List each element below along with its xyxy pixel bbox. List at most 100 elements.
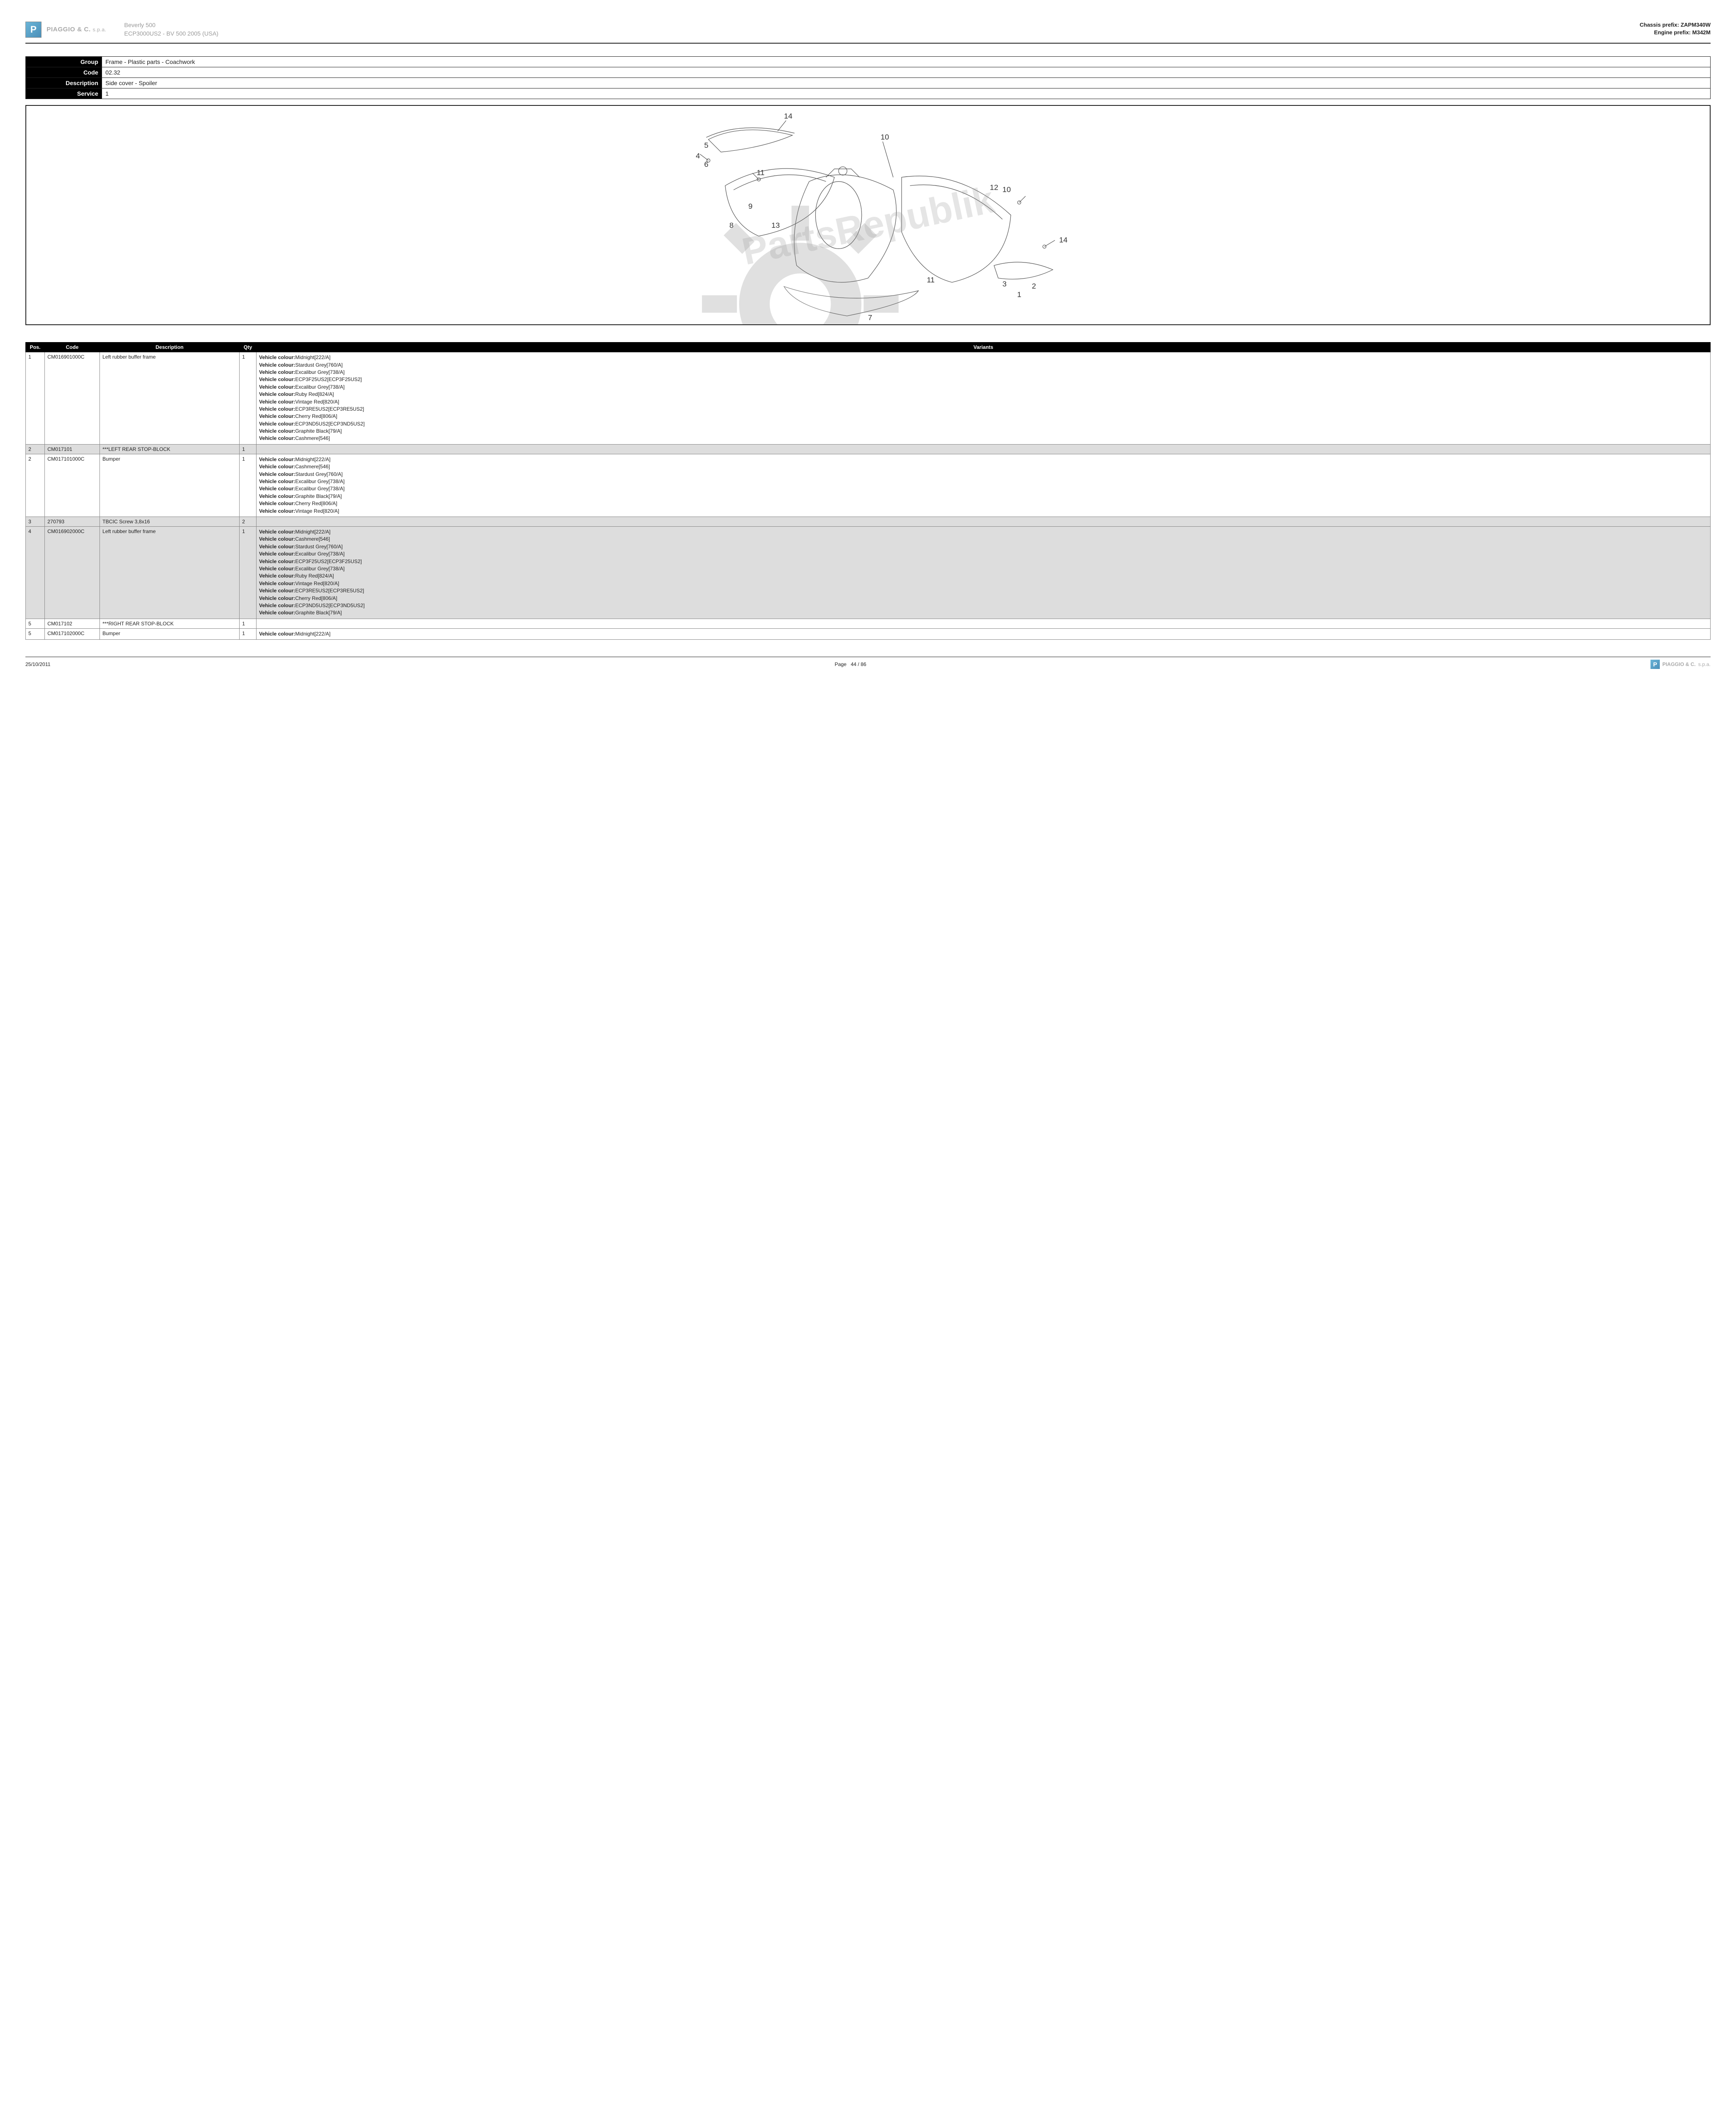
variant-value: ECP3ND5US2[ECP3ND5US2]: [295, 421, 364, 427]
chassis-value: ZAPM340W: [1681, 22, 1711, 28]
brand-text: PIAGGIO & C.: [47, 26, 91, 33]
variant-key: Vehicle colour:: [259, 529, 295, 535]
chassis-label: Chassis prefix:: [1639, 22, 1679, 28]
variant-value: Ruby Red[824/A]: [295, 573, 334, 579]
variant-key: Vehicle colour:: [259, 508, 295, 514]
table-row: 5CM017102***RIGHT REAR STOP-BLOCK1: [26, 619, 1711, 628]
variant-value: Excalibur Grey[738/A]: [295, 384, 345, 390]
table-row: 3270793TBCIC Screw 3,8x162: [26, 517, 1711, 527]
info-value: 1: [102, 88, 1711, 99]
variant-line: Vehicle colour:Excalibur Grey[738/A]: [259, 369, 1708, 376]
cell-variants: [257, 444, 1711, 454]
th-desc: Description: [100, 343, 240, 352]
variant-line: Vehicle colour:Cherry Red[806/A]: [259, 413, 1708, 420]
cell-qty: 1: [240, 628, 257, 639]
info-label: Description: [26, 78, 102, 88]
brand-suffix: s.p.a.: [93, 27, 106, 33]
callout: 10: [880, 133, 889, 141]
variant-key: Vehicle colour:: [259, 406, 295, 412]
variant-key: Vehicle colour:: [259, 384, 295, 390]
cell-desc: ***LEFT REAR STOP-BLOCK: [100, 444, 240, 454]
variant-key: Vehicle colour:: [259, 421, 295, 427]
variant-key: Vehicle colour:: [259, 456, 295, 462]
variant-line: Vehicle colour:Cashmere[546]: [259, 435, 1708, 442]
variant-value: Graphite Black[79/A]: [295, 610, 342, 616]
variant-key: Vehicle colour:: [259, 558, 295, 564]
variant-line: Vehicle colour:Excalibur Grey[738/A]: [259, 485, 1708, 492]
variant-key: Vehicle colour:: [259, 486, 295, 492]
engine-label: Engine prefix:: [1654, 29, 1691, 36]
cell-variants: Vehicle colour:Midnight[222/A]Vehicle co…: [257, 454, 1711, 517]
variant-line: Vehicle colour:Excalibur Grey[738/A]: [259, 550, 1708, 558]
variant-line: Vehicle colour:Excalibur Grey[738/A]: [259, 565, 1708, 572]
variant-value: ECP3RE5US2[ECP3RE5US2]: [295, 406, 364, 412]
th-variants: Variants: [257, 343, 1711, 352]
info-row-description: Description Side cover - Spoiler: [26, 78, 1711, 88]
variant-key: Vehicle colour:: [259, 551, 295, 557]
variant-line: Vehicle colour:Midnight[222/A]: [259, 528, 1708, 536]
info-row-group: Group Frame - Plastic parts - Coachwork: [26, 57, 1711, 67]
cell-pos: 1: [26, 352, 45, 445]
variant-line: Vehicle colour:ECP3ND5US2[ECP3ND5US2]: [259, 602, 1708, 609]
cell-variants: Vehicle colour:Midnight[222/A]: [257, 628, 1711, 639]
variant-value: Excalibur Grey[738/A]: [295, 551, 345, 557]
variant-line: Vehicle colour:Graphite Black[79/A]: [259, 493, 1708, 500]
variant-key: Vehicle colour:: [259, 595, 295, 601]
variant-value: Excalibur Grey[738/A]: [295, 478, 345, 484]
variant-line: Vehicle colour:Ruby Red[824/A]: [259, 391, 1708, 398]
info-label: Service: [26, 88, 102, 99]
engine-line: Engine prefix: M342M: [1639, 29, 1711, 36]
callout: 10: [1002, 185, 1011, 194]
variant-key: Vehicle colour:: [259, 573, 295, 579]
variant-value: Cherry Red[806/A]: [295, 413, 337, 419]
page-footer: 25/10/2011 Page 44 / 86 P PIAGGIO & C. s…: [25, 657, 1711, 669]
variant-key: Vehicle colour:: [259, 376, 295, 382]
variant-key: Vehicle colour:: [259, 391, 295, 397]
variant-line: Vehicle colour:ECP3F25US2[ECP3F25US2]: [259, 558, 1708, 565]
callout: 14: [784, 112, 792, 120]
variant-key: Vehicle colour:: [259, 500, 295, 506]
cell-variants: Vehicle colour:Midnight[222/A]Vehicle co…: [257, 527, 1711, 619]
cell-desc: Bumper: [100, 628, 240, 639]
header-left: P PIAGGIO & C. s.p.a. Beverly 500 ECP300…: [25, 21, 218, 38]
variant-value: Excalibur Grey[738/A]: [295, 369, 345, 375]
cell-desc: TBCIC Screw 3,8x16: [100, 517, 240, 527]
cell-code: CM017101000C: [45, 454, 100, 517]
variant-line: Vehicle colour:Cashmere[546]: [259, 463, 1708, 470]
cell-qty: 1: [240, 527, 257, 619]
brand-name: PIAGGIO & C. s.p.a.: [47, 26, 106, 33]
variant-value: Vintage Red[820/A]: [295, 580, 339, 586]
piaggio-logo-icon: P: [25, 22, 41, 38]
variant-line: Vehicle colour:Cherry Red[806/A]: [259, 595, 1708, 602]
model-code: ECP3000US2 - BV 500 2005 (USA): [124, 30, 218, 38]
variant-key: Vehicle colour:: [259, 566, 295, 572]
callout: 4: [696, 152, 700, 160]
variant-value: Midnight[222/A]: [295, 354, 330, 360]
gear-watermark-icon: [25, 195, 1642, 325]
cell-desc: Left rubber buffer frame: [100, 527, 240, 619]
variant-value: Cashmere[546]: [295, 435, 330, 441]
cell-qty: 1: [240, 619, 257, 628]
cell-variants: [257, 517, 1711, 527]
cell-pos: 3: [26, 517, 45, 527]
th-code: Code: [45, 343, 100, 352]
th-pos: Pos.: [26, 343, 45, 352]
variant-line: Vehicle colour:Ruby Red[824/A]: [259, 572, 1708, 580]
variant-value: Vintage Red[820/A]: [295, 399, 339, 405]
variant-key: Vehicle colour:: [259, 493, 295, 499]
info-label: Group: [26, 57, 102, 67]
variant-line: Vehicle colour:Midnight[222/A]: [259, 354, 1708, 361]
variant-key: Vehicle colour:: [259, 413, 295, 419]
variant-key: Vehicle colour:: [259, 478, 295, 484]
page-header: P PIAGGIO & C. s.p.a. Beverly 500 ECP300…: [25, 21, 1711, 44]
cell-desc: Left rubber buffer frame: [100, 352, 240, 445]
variant-line: Vehicle colour:Excalibur Grey[738/A]: [259, 478, 1708, 485]
variant-value: Cashmere[546]: [295, 464, 330, 470]
variant-value: Ruby Red[824/A]: [295, 391, 334, 397]
variant-key: Vehicle colour:: [259, 369, 295, 375]
variant-line: Vehicle colour:Stardust Grey[760/A]: [259, 362, 1708, 369]
cell-pos: 4: [26, 527, 45, 619]
header-right: Chassis prefix: ZAPM340W Engine prefix: …: [1639, 21, 1711, 36]
variant-line: Vehicle colour:Stardust Grey[760/A]: [259, 471, 1708, 478]
variant-value: Midnight[222/A]: [295, 631, 330, 637]
